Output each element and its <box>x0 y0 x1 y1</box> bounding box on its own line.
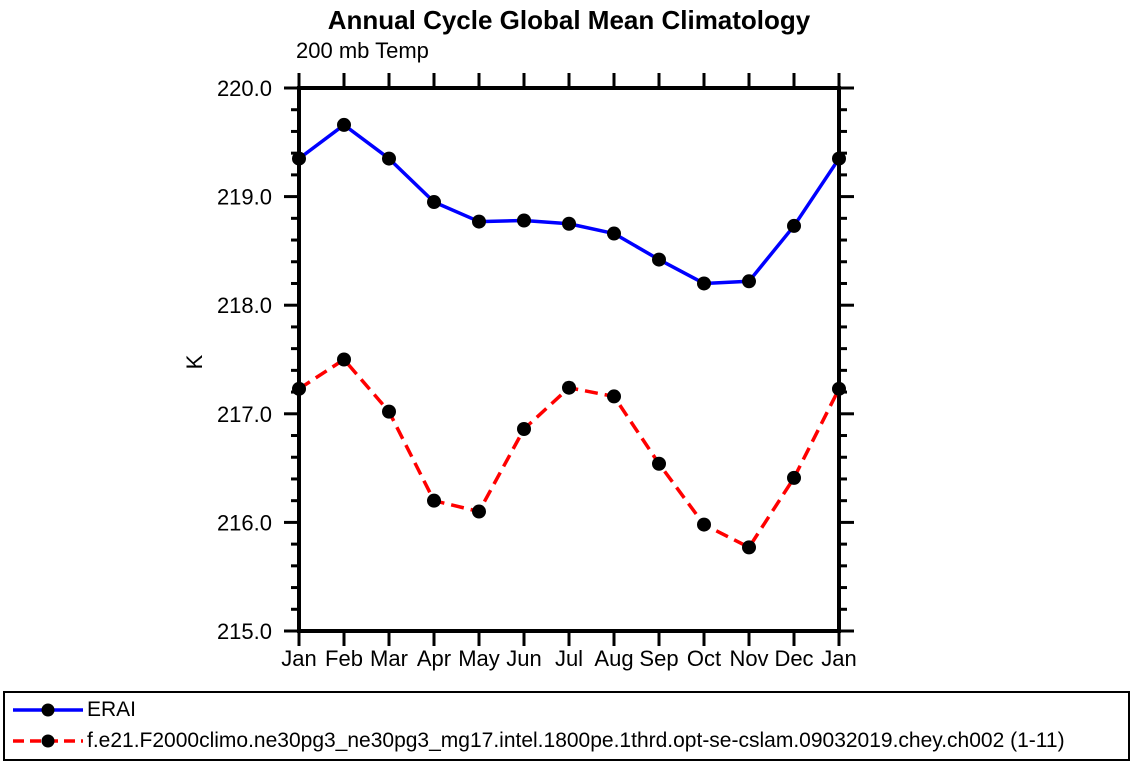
data-point-marker <box>517 213 531 228</box>
y-tick-label: 219.0 <box>217 185 272 210</box>
axis-frame <box>297 86 841 633</box>
data-point-marker <box>292 381 306 396</box>
y-tick-label: 220.0 <box>217 76 272 101</box>
y-tick-label: 217.0 <box>217 402 272 427</box>
x-tick-label: Jan <box>281 646 316 671</box>
legend-label-erai: ERAI <box>87 698 137 721</box>
x-tick-label: Mar <box>370 646 408 671</box>
x-tick-label: Aug <box>594 646 633 671</box>
legend-item-model-run: f.e21.F2000climo.ne30pg3_ne30pg3_mg17.in… <box>5 726 1128 756</box>
axis-tick-labels: 215.0 216.0 217.0 218.0 219.0 220.0 Jan Feb Mar A… <box>217 76 857 671</box>
data-point-marker <box>382 404 396 419</box>
data-point-marker <box>337 352 351 367</box>
data-point-marker <box>607 226 621 241</box>
x-tick-label: Sep <box>639 646 678 671</box>
data-point-marker <box>742 274 756 289</box>
axis-ticks <box>284 73 854 646</box>
data-point-marker <box>292 151 306 166</box>
chart-title: Annual Cycle Global Mean Climatology <box>327 5 811 35</box>
plot-frame <box>297 86 841 633</box>
x-tick-label: Dec <box>774 646 813 671</box>
data-point-marker <box>337 117 351 132</box>
x-tick-label: Apr <box>417 646 451 671</box>
data-series <box>292 117 846 555</box>
legend-item-erai: ERAI <box>5 695 1128 725</box>
data-point-marker <box>472 504 486 519</box>
data-point-marker <box>652 456 666 471</box>
data-point-marker <box>427 493 441 508</box>
data-point-marker <box>787 218 801 233</box>
legend-line-sample-dashed <box>13 734 83 748</box>
data-point-marker <box>607 389 621 404</box>
x-tick-label: Jul <box>555 646 583 671</box>
data-point-marker <box>787 470 801 485</box>
data-point-marker <box>382 151 396 166</box>
x-tick-label: Oct <box>687 646 721 671</box>
data-point-marker <box>832 381 846 396</box>
legend-box: ERAI f.e21.F2000climo.ne30pg3_ne30pg3_mg… <box>3 691 1130 761</box>
x-tick-label: Jun <box>506 646 541 671</box>
x-tick-label: May <box>458 646 500 671</box>
chart-subtitle: 200 mb Temp <box>296 38 429 63</box>
x-tick-label: Jan <box>821 646 856 671</box>
x-tick-label: Nov <box>729 646 768 671</box>
data-point-marker <box>427 195 441 210</box>
data-point-marker <box>697 276 711 291</box>
data-point-marker <box>562 216 576 231</box>
legend-label-model-run: f.e21.F2000climo.ne30pg3_ne30pg3_mg17.in… <box>87 729 1065 752</box>
legend-line-sample-solid <box>13 703 83 717</box>
data-point-marker <box>517 422 531 437</box>
y-tick-label: 216.0 <box>217 510 272 535</box>
data-point-marker <box>697 517 711 532</box>
data-point-marker <box>562 380 576 395</box>
data-point-marker <box>472 214 486 229</box>
data-point-marker <box>652 252 666 267</box>
x-tick-label: Feb <box>325 646 363 671</box>
y-tick-label: 218.0 <box>217 293 272 318</box>
data-point-marker <box>742 540 756 555</box>
data-point-marker <box>832 151 846 166</box>
series-line-0 <box>297 123 841 286</box>
y-tick-label: 215.0 <box>217 619 272 644</box>
